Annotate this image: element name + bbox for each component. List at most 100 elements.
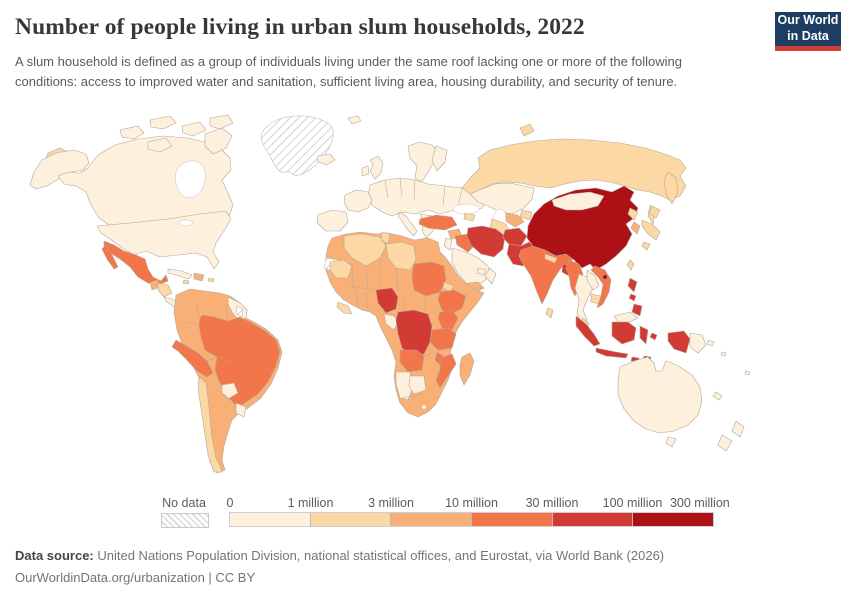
country-iran[interactable] [466, 225, 506, 258]
country-canada-arctic-islands[interactable] [119, 114, 234, 155]
legend-tick: 1 million [287, 496, 334, 510]
logo-line1: Our World [777, 13, 839, 28]
country-indonesia[interactable] [575, 315, 691, 363]
chart-subtitle: A slum household is defined as a group o… [15, 54, 683, 89]
country-namibia[interactable] [395, 371, 413, 401]
country-kenya[interactable] [437, 309, 459, 331]
country-libya[interactable] [385, 241, 417, 271]
country-laos[interactable] [586, 269, 600, 291]
country-uruguay[interactable] [235, 402, 247, 418]
legend-tick: 0 [226, 496, 234, 510]
country-turkey[interactable] [418, 214, 458, 231]
country-north-korea[interactable] [627, 207, 639, 221]
legend-no-data-label: No data [162, 496, 206, 510]
country-china[interactable] [526, 185, 639, 271]
country-kazakhstan[interactable] [469, 182, 535, 215]
country-south-korea[interactable] [630, 221, 641, 235]
legend-tick: 10 million [445, 496, 498, 510]
country-chile[interactable] [197, 376, 223, 473]
country-puerto-rico[interactable] [207, 277, 215, 283]
legend-bin-swatch[interactable] [230, 513, 311, 526]
country-greenland[interactable] [261, 115, 334, 176]
country-hispaniola[interactable] [193, 272, 205, 282]
country-cuba[interactable] [167, 268, 193, 280]
legend-bar [229, 512, 714, 527]
country-gabon-congo[interactable] [383, 313, 399, 331]
country-suriname[interactable] [235, 305, 244, 318]
country-australia[interactable] [617, 356, 703, 434]
country-norway-sweden[interactable] [407, 141, 439, 183]
country-pacific-islands[interactable] [712, 351, 751, 401]
map-legend: No data 0 1 million 3 million 10 million… [0, 494, 850, 534]
country-philippines[interactable] [627, 277, 643, 317]
citation-link[interactable]: OurWorldinData.org/urbanization | CC BY [15, 570, 256, 586]
legend-bin-swatch[interactable] [391, 513, 473, 526]
country-peru[interactable] [171, 339, 214, 378]
country-kyrgyzstan-tajikistan[interactable] [519, 209, 533, 221]
legend-bar-wrap: 0 1 million 3 million 10 million 30 mill… [226, 494, 730, 528]
country-united-states-alaska[interactable] [29, 149, 90, 190]
country-oman[interactable] [484, 267, 497, 285]
country-australia-tasmania[interactable] [665, 436, 677, 448]
country-madagascar[interactable] [459, 352, 475, 386]
country-ireland[interactable] [361, 165, 370, 177]
country-saudi-arabia[interactable] [451, 247, 491, 286]
country-mexico[interactable] [103, 240, 169, 286]
legend-tick: 300 million [669, 496, 730, 510]
country-papua-new-guinea[interactable] [689, 332, 715, 354]
legend-no-data-swatch[interactable] [161, 513, 209, 528]
country-caucasus[interactable] [463, 212, 476, 222]
borders-africa [347, 258, 435, 399]
country-lesotho[interactable] [421, 404, 427, 410]
country-uzbekistan[interactable] [505, 212, 525, 228]
country-uae[interactable] [476, 267, 487, 276]
country-mexico-baja[interactable] [101, 244, 119, 270]
borders-south-america [185, 303, 233, 401]
country-russia-kamchatka[interactable] [663, 171, 679, 205]
country-paraguay[interactable] [221, 382, 239, 400]
country-sri-lanka[interactable] [545, 307, 554, 319]
country-mauritania[interactable] [329, 259, 353, 279]
country-mozambique[interactable] [435, 353, 457, 389]
country-botswana[interactable] [408, 375, 427, 395]
country-israel-jordan[interactable] [443, 237, 453, 251]
country-nigeria[interactable] [375, 287, 399, 314]
legend-bin-swatch[interactable] [633, 513, 714, 526]
country-japan[interactable] [641, 205, 661, 251]
country-china-hainan[interactable] [602, 274, 608, 280]
country-dr-congo[interactable] [395, 309, 433, 357]
country-honduras-nicaragua[interactable] [157, 282, 173, 298]
borders-europe [384, 177, 463, 209]
country-russia-novaya-zemlya[interactable] [519, 123, 535, 137]
country-finland[interactable] [431, 145, 448, 172]
logo-line2: in Data [787, 29, 829, 43]
country-malaysia-borneo[interactable] [613, 311, 639, 323]
country-france[interactable] [343, 189, 373, 213]
country-sierra-leone-liberia[interactable] [336, 301, 353, 315]
country-new-zealand[interactable] [717, 420, 745, 452]
country-svalbard[interactable] [347, 115, 362, 125]
country-nepal[interactable] [544, 253, 558, 264]
country-myanmar[interactable] [565, 259, 584, 297]
country-italy[interactable] [397, 211, 418, 237]
page-title: Number of people living in urban slum ho… [15, 14, 585, 40]
legend-bin-swatch[interactable] [310, 513, 392, 526]
country-ethiopia[interactable] [437, 289, 467, 315]
country-mongolia[interactable] [551, 191, 605, 211]
country-taiwan[interactable] [626, 259, 635, 271]
legend-bin-swatch[interactable] [472, 513, 553, 526]
source-text: United Nations Population Division, nati… [93, 548, 665, 563]
country-united-kingdom[interactable] [369, 155, 384, 180]
country-spain-portugal[interactable] [316, 209, 349, 232]
country-afghanistan[interactable] [502, 227, 528, 247]
country-brazil[interactable] [198, 314, 281, 409]
country-iceland[interactable] [316, 153, 336, 166]
country-angola[interactable] [399, 349, 425, 373]
owid-logo[interactable]: Our World in Data [775, 12, 841, 51]
legend-bin-swatch[interactable] [552, 513, 634, 526]
country-united-states[interactable] [96, 210, 232, 270]
country-jamaica[interactable] [182, 279, 190, 285]
country-tanzania[interactable] [429, 327, 457, 351]
